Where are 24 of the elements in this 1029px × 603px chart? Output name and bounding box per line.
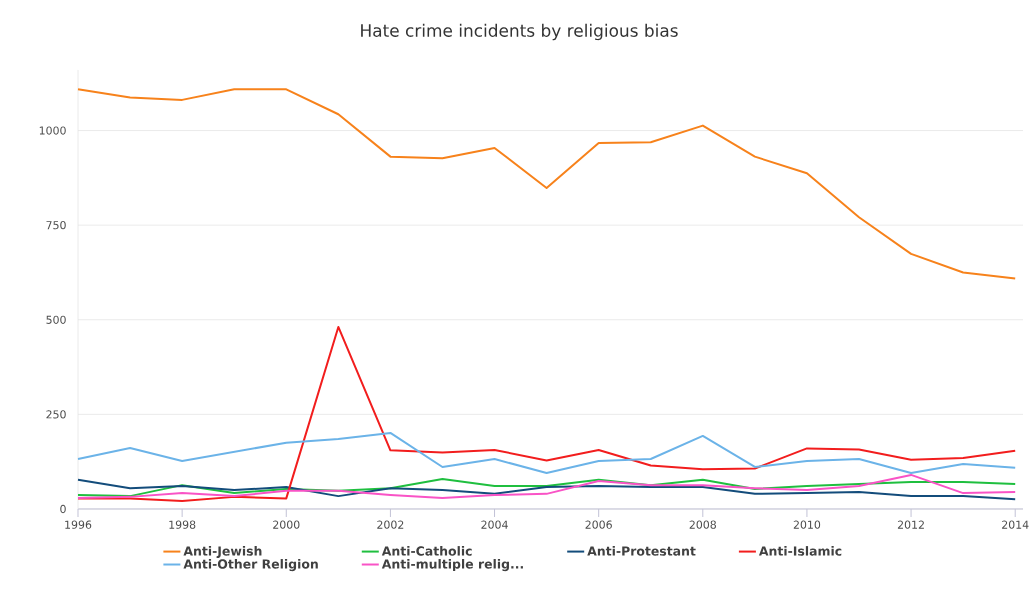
y-tick-label: 500 [46,315,66,324]
line-series [77,88,1017,280]
x-tick-label: 2014 [1002,520,1029,529]
y-tick-label: 750 [46,221,66,230]
x-tick-label: 2006 [585,520,612,529]
chart-title: Hate crime incidents by religious bias [361,23,678,41]
x-tick-label: 2008 [689,520,716,529]
y-tick-label: 250 [46,410,66,419]
x-tick-label: 2004 [481,520,508,529]
line-series [77,473,1017,500]
y-tick-label: 1000 [39,126,66,135]
x-tick-label: 1996 [65,520,92,529]
legend-label: Anti-multiple relig... [381,559,523,572]
x-tick-label: 2012 [897,520,924,529]
legend-label: Anti-Jewish [183,546,262,559]
legend-label: Anti-Protestant [587,546,696,556]
y-tick-label: 0 [60,504,66,514]
legend-label: Anti-Catholic [381,546,472,556]
legend-label: Anti-Other Religion [183,559,318,572]
x-tick-label: 1998 [169,520,196,529]
legend-label: Anti-Islamic [758,546,842,556]
x-tick-label: 2010 [793,520,821,529]
x-tick-label: 2002 [377,520,404,529]
x-tick-label: 2000 [273,520,300,529]
